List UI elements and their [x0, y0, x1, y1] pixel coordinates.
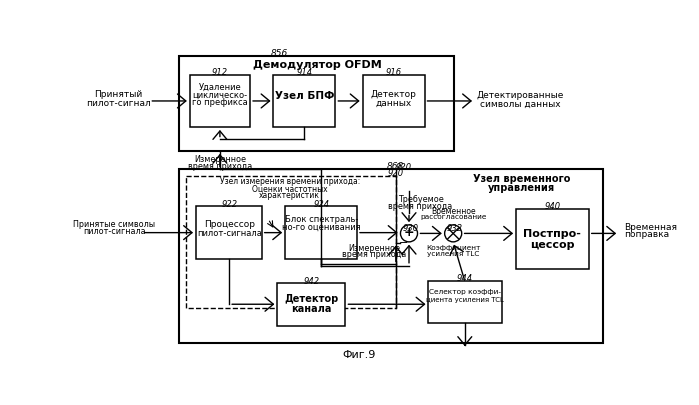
Text: циклическо-: циклическо-	[192, 90, 247, 99]
Text: Требуемое: Требуемое	[398, 195, 443, 204]
Text: пилот-сигнала: пилот-сигнала	[83, 227, 146, 237]
Text: канала: канала	[291, 304, 331, 314]
Text: Узел измерения времени прихода:: Узел измерения времени прихода:	[219, 177, 360, 186]
Bar	[363, 75, 424, 127]
Bar	[428, 281, 502, 324]
Bar	[516, 209, 589, 269]
Text: 930: 930	[403, 224, 419, 232]
Text: Постпро-: Постпро-	[524, 229, 582, 239]
Text: цессор: цессор	[530, 240, 575, 250]
Text: 932: 932	[447, 224, 463, 232]
Bar	[196, 207, 261, 259]
Text: 944: 944	[456, 274, 473, 283]
Text: 940: 940	[545, 202, 561, 211]
Text: время прихода: время прихода	[389, 202, 453, 211]
Text: 916: 916	[385, 68, 401, 77]
Text: Принятый: Принятый	[94, 90, 143, 99]
Text: −: −	[399, 238, 408, 247]
Text: управления: управления	[488, 183, 555, 193]
Text: Детектированные: Детектированные	[476, 91, 563, 100]
Bar	[179, 56, 454, 151]
Bar	[285, 207, 357, 259]
Text: го префикса: го префикса	[192, 98, 247, 107]
Bar	[189, 75, 250, 127]
Text: Селектор коэффи-: Селектор коэффи-	[428, 289, 500, 295]
Text: Демодулятор OFDM: Демодулятор OFDM	[253, 60, 382, 70]
Text: время прихода: время прихода	[342, 250, 406, 260]
Bar	[186, 176, 396, 308]
Text: но-го оценивания: но-го оценивания	[282, 223, 361, 232]
Text: характеристик: характеристик	[259, 191, 320, 200]
Bar	[179, 169, 603, 343]
Text: Блок спектраль-: Блок спектраль-	[284, 215, 358, 224]
Text: 920: 920	[396, 163, 412, 172]
Text: циента усиления TCL: циента усиления TCL	[426, 296, 504, 303]
Text: усиления TLC: усиления TLC	[427, 251, 480, 257]
Text: Детектор: Детектор	[370, 90, 417, 99]
Text: Измеренное: Измеренное	[348, 243, 400, 253]
Text: 924: 924	[313, 200, 329, 209]
Bar	[273, 75, 336, 127]
Bar	[278, 284, 345, 326]
Text: Временное: Временное	[431, 207, 475, 215]
Text: символы данных: символы данных	[480, 100, 560, 109]
Text: время прихода: время прихода	[188, 162, 252, 171]
Text: 922: 922	[221, 200, 237, 209]
Text: Узел временного: Узел временного	[473, 174, 570, 184]
Text: 920: 920	[388, 169, 404, 178]
Text: Узел БПФ: Узел БПФ	[275, 92, 334, 101]
Text: данных: данных	[375, 99, 412, 108]
Text: Фиг.9: Фиг.9	[342, 350, 375, 360]
Text: Оценки частотных: Оценки частотных	[252, 185, 327, 194]
Text: пилот-сигнала: пилот-сигнала	[196, 229, 261, 238]
Text: +: +	[404, 226, 415, 239]
Text: 912: 912	[212, 68, 228, 77]
Text: Измеренное: Измеренное	[194, 155, 246, 164]
Text: Удаление: Удаление	[199, 83, 241, 92]
Text: Коэффициент: Коэффициент	[426, 245, 480, 251]
Text: Принятые символы: Принятые символы	[73, 220, 156, 229]
Text: 868: 868	[387, 162, 405, 171]
Text: пилот-сигнал: пилот-сигнал	[86, 99, 151, 108]
Text: Детектор: Детектор	[284, 294, 338, 304]
Text: 942: 942	[303, 277, 319, 286]
Text: 914: 914	[296, 68, 312, 77]
Text: рассогласование: рассогласование	[420, 214, 487, 220]
Text: Процессор: Процессор	[203, 220, 254, 229]
Text: поправка: поправка	[624, 230, 670, 239]
Text: 856: 856	[271, 49, 288, 58]
Text: Временная: Временная	[624, 223, 677, 232]
